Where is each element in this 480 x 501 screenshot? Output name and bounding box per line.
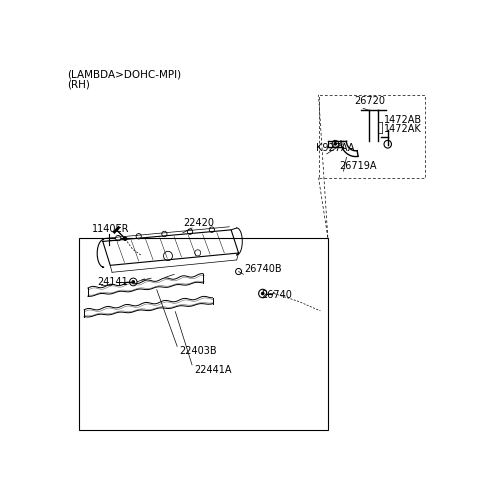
Text: 24141: 24141 xyxy=(97,277,128,287)
Circle shape xyxy=(162,231,167,236)
Text: K927AA: K927AA xyxy=(316,143,354,153)
Text: (RH): (RH) xyxy=(67,80,90,89)
Circle shape xyxy=(124,237,127,240)
Circle shape xyxy=(116,235,121,241)
Circle shape xyxy=(332,140,338,147)
Text: 1472AB: 1472AB xyxy=(384,115,422,125)
Text: 22403B: 22403B xyxy=(179,346,216,356)
Text: 26720: 26720 xyxy=(354,96,385,106)
Text: 22441A: 22441A xyxy=(194,365,231,375)
Text: 1472AK: 1472AK xyxy=(384,124,421,134)
Circle shape xyxy=(384,140,392,148)
Circle shape xyxy=(136,233,141,239)
Circle shape xyxy=(209,227,215,232)
Text: 22420: 22420 xyxy=(183,218,214,228)
Circle shape xyxy=(130,278,137,286)
Circle shape xyxy=(164,252,172,261)
Circle shape xyxy=(195,250,201,256)
Circle shape xyxy=(236,269,241,275)
Text: 1140ER: 1140ER xyxy=(92,224,129,234)
Circle shape xyxy=(262,293,264,295)
Circle shape xyxy=(132,281,134,283)
Circle shape xyxy=(334,143,336,145)
Text: 26719A: 26719A xyxy=(340,161,377,171)
Bar xyxy=(79,237,328,430)
Text: 26740: 26740 xyxy=(261,290,292,300)
Text: 26740B: 26740B xyxy=(244,264,282,274)
Circle shape xyxy=(259,289,267,298)
Circle shape xyxy=(188,229,192,234)
Text: (LAMBDA>DOHC-MPI): (LAMBDA>DOHC-MPI) xyxy=(67,70,181,80)
